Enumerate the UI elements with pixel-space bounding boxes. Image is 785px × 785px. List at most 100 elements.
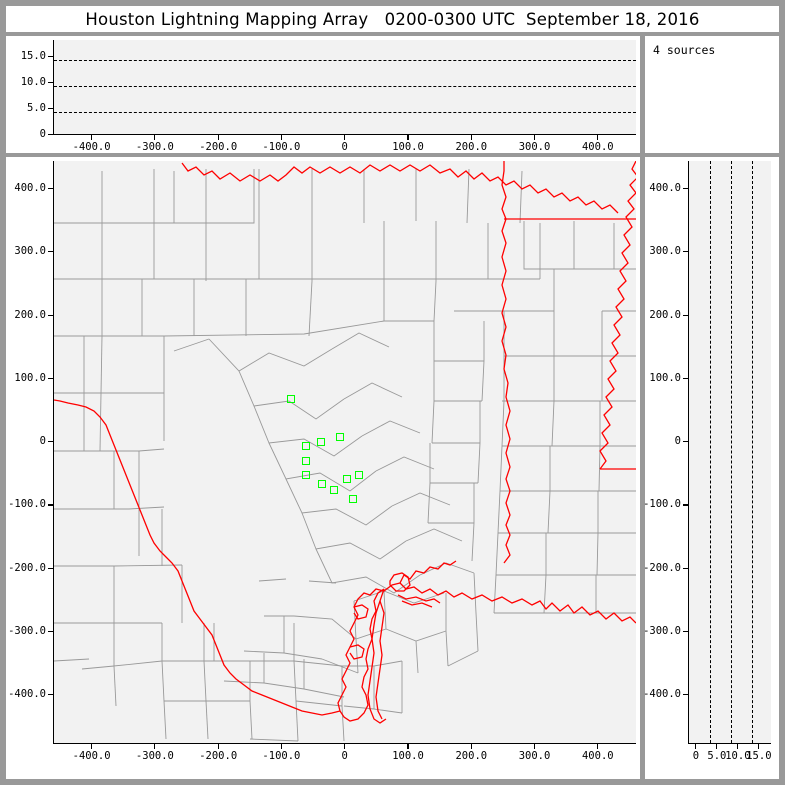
gridline-15km: [54, 60, 636, 61]
county-borders-layer: [54, 168, 636, 742]
y-tick-label: 0: [674, 435, 681, 448]
state-border-coastline-layer: [54, 161, 636, 724]
gridline-10km: [54, 86, 636, 88]
gridline-5km: [710, 161, 711, 743]
x-tick-label: 300.0: [518, 141, 551, 153]
x-tick-label: -300.0: [135, 141, 174, 153]
x-tickmark: [217, 134, 219, 140]
y-tick-label: -400.0: [643, 688, 681, 701]
y-tickmark: [48, 504, 54, 506]
y-tick-label: 300.0: [649, 245, 681, 258]
y-tickmark: [48, 134, 54, 136]
lightning-source-marker: [336, 433, 344, 441]
lightning-source-marker: [302, 442, 310, 450]
source-count-label: 4 sources: [653, 43, 716, 57]
lightning-source-marker: [318, 480, 326, 488]
y-tickmark: [48, 567, 54, 569]
x-tick-label: 200.0: [455, 750, 488, 762]
y-tick-label: 5.0: [27, 102, 46, 114]
x-tickmark: [597, 134, 599, 140]
y-tickmark: [683, 694, 689, 696]
lightning-source-marker: [287, 395, 295, 403]
y-tick-label: 0: [39, 128, 46, 140]
y-tick-label: -300.0: [643, 624, 681, 637]
x-tickmark: [344, 134, 346, 140]
altitude-vs-north-plot-area: [689, 161, 771, 743]
y-tick-label: 0: [39, 435, 46, 448]
x-tickmark: [280, 134, 282, 140]
lightning-source-marker: [343, 475, 351, 483]
x-tick-label: 15.0: [746, 750, 772, 762]
x-tickmark: [91, 743, 93, 749]
gridline-10km: [731, 161, 732, 743]
x-tick-label: -200.0: [199, 750, 238, 762]
lightning-source-marker: [355, 471, 363, 479]
x-tick-label: -400.0: [72, 750, 111, 762]
y-tick-label: 300.0: [14, 245, 46, 258]
y-tickmark: [683, 314, 689, 316]
y-tickmark: [48, 630, 54, 633]
x-tick-label: 300.0: [518, 750, 551, 762]
y-tickmark: [48, 56, 54, 58]
y-axis-line: [688, 161, 690, 743]
y-tick-label: -100.0: [8, 498, 46, 511]
altitude-vs-north-panel: 400.0 300.0 200.0 100.0 0 -100.0 -200.0 …: [643, 157, 779, 779]
x-tickmark: [716, 743, 718, 749]
x-tickmark: [597, 743, 599, 749]
y-tick-label: -100.0: [643, 498, 681, 511]
altitude-vs-east-plot-area: [54, 40, 636, 134]
x-tickmark: [533, 743, 536, 749]
y-tickmark: [48, 188, 54, 190]
y-tickmark: [683, 567, 689, 569]
y-tick-label: 100.0: [649, 371, 681, 384]
y-tick-label: 400.0: [14, 182, 46, 194]
y-tickmark: [48, 314, 54, 316]
page-title: Houston Lightning Mapping Array 0200-030…: [85, 9, 700, 29]
gridline-5km: [54, 112, 636, 114]
x-tick-label: 200.0: [455, 141, 488, 153]
x-tickmark: [758, 743, 760, 749]
x-tickmark: [217, 743, 219, 749]
plan-view-map-panel[interactable]: 400.0 300.0 200.0 100.0 0 -100.0 -200.0 …: [6, 157, 640, 779]
x-tick-label: -200.0: [199, 141, 238, 153]
x-tick-label: -100.0: [262, 141, 301, 153]
x-tickmark: [280, 743, 282, 749]
x-tickmark: [470, 743, 472, 749]
y-tickmark: [683, 441, 689, 443]
x-tick-label: -400.0: [72, 141, 111, 153]
x-tickmark: [695, 743, 697, 749]
y-tickmark: [48, 694, 54, 696]
y-tickmark: [683, 630, 689, 633]
lightning-source-marker: [302, 471, 310, 479]
y-tick-label: 400.0: [649, 182, 681, 194]
lightning-source-marker: [349, 495, 357, 503]
x-tick-label: -100.0: [262, 750, 301, 762]
x-tick-label: 400.0: [581, 141, 614, 153]
x-tick-label: 10.0: [725, 750, 751, 762]
x-tick-label: 400.0: [581, 750, 614, 762]
x-tick-label: 5.0: [707, 750, 727, 762]
x-axis-line: [688, 743, 771, 745]
y-tick-label: 15.0: [20, 50, 46, 62]
x-tickmark: [154, 743, 156, 749]
x-tick-label: 100.0: [392, 141, 424, 153]
y-tickmark: [683, 377, 689, 379]
lightning-source-marker: [302, 457, 310, 465]
y-tickmark: [48, 251, 54, 253]
y-tickmark: [683, 188, 689, 190]
y-axis-line: [53, 161, 55, 743]
lightning-source-marker: [317, 438, 325, 446]
plan-view-map-plot-area[interactable]: [54, 161, 636, 743]
y-tick-label: 100.0: [14, 371, 46, 384]
y-tick-label: -300.0: [8, 624, 46, 637]
y-tick-label: -400.0: [8, 688, 46, 701]
y-tickmark: [48, 108, 54, 110]
x-tick-label: 0: [692, 750, 700, 762]
y-axis-line: [53, 40, 55, 134]
source-count-panel: 4 sources: [645, 36, 779, 153]
y-tickmark: [683, 251, 689, 253]
x-tick-label: 100.0: [392, 750, 424, 762]
gridline-15km: [752, 161, 753, 743]
y-tickmark: [48, 82, 54, 84]
map-vector-layer: [54, 161, 636, 742]
